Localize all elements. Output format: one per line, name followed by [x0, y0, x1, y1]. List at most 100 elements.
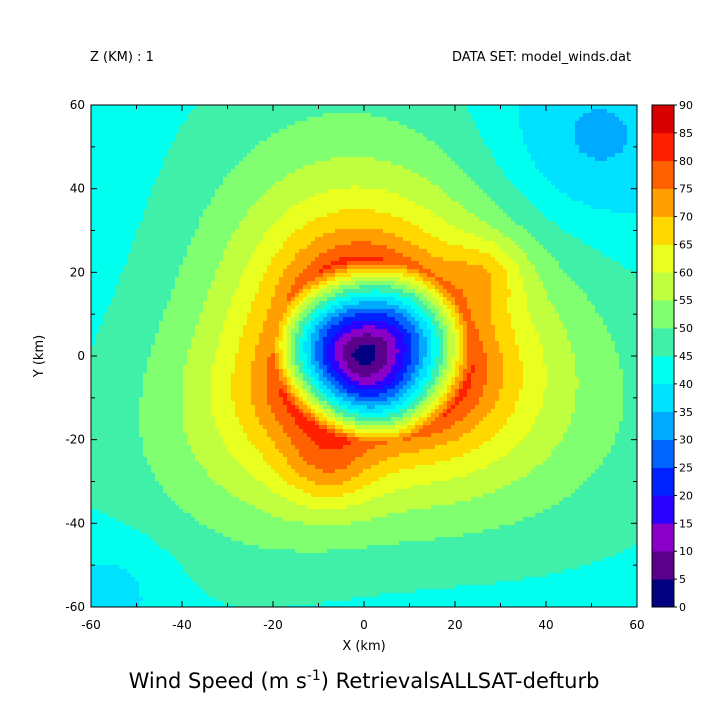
field-cell	[215, 197, 220, 202]
field-cell	[247, 189, 252, 194]
field-cell	[519, 121, 524, 126]
field-cell	[375, 169, 380, 174]
field-cell	[243, 177, 248, 182]
field-cell	[275, 201, 280, 206]
field-cell	[103, 197, 108, 202]
field-cell	[371, 165, 376, 170]
field-cell	[179, 125, 184, 130]
field-cell	[463, 149, 468, 154]
field-cell	[615, 213, 620, 218]
field-cell	[135, 177, 140, 182]
field-cell	[139, 137, 144, 142]
field-cell	[511, 209, 516, 214]
field-cell	[139, 177, 144, 182]
field-cell	[567, 137, 572, 142]
field-cell	[539, 141, 544, 146]
field-cell	[519, 169, 524, 174]
field-cell	[351, 213, 356, 218]
field-cell	[231, 113, 236, 118]
field-cell	[503, 205, 508, 210]
field-cell	[451, 169, 456, 174]
field-cell	[115, 209, 120, 214]
field-cell	[367, 157, 372, 162]
field-cell	[503, 245, 508, 250]
field-cell	[515, 185, 520, 190]
field-cell	[347, 165, 352, 170]
field-cell	[371, 153, 376, 158]
field-cell	[259, 157, 264, 162]
field-cell	[275, 169, 280, 174]
field-cell	[255, 217, 260, 222]
field-cell	[191, 181, 196, 186]
field-cell	[535, 213, 540, 218]
field-cell	[419, 193, 424, 198]
field-cell	[315, 221, 320, 226]
field-cell	[463, 197, 468, 202]
field-cell	[155, 237, 160, 242]
field-cell	[199, 133, 204, 138]
field-cell	[203, 157, 208, 162]
field-cell	[139, 173, 144, 178]
field-cell	[303, 177, 308, 182]
field-cell	[107, 173, 112, 178]
field-cell	[199, 113, 204, 118]
field-cell	[187, 117, 192, 122]
field-cell	[635, 157, 638, 162]
field-cell	[151, 177, 156, 182]
field-cell	[535, 145, 540, 150]
field-cell	[291, 205, 296, 210]
field-cell	[531, 221, 536, 226]
field-cell	[571, 225, 576, 230]
field-cell	[631, 205, 636, 210]
field-cell	[487, 221, 492, 226]
field-cell	[531, 165, 536, 170]
field-cell	[175, 105, 180, 110]
field-cell	[395, 161, 400, 166]
field-cell	[351, 233, 356, 238]
field-cell	[427, 233, 432, 238]
field-cell	[447, 197, 452, 202]
field-cell	[511, 177, 516, 182]
field-cell	[107, 117, 112, 122]
field-cell	[115, 169, 120, 174]
field-cell	[603, 165, 608, 170]
field-cell	[123, 149, 128, 154]
field-cell	[511, 217, 516, 222]
field-cell	[439, 217, 444, 222]
field-cell	[283, 245, 288, 250]
field-cell	[411, 213, 416, 218]
field-cell	[175, 237, 180, 242]
field-cell	[595, 121, 600, 126]
field-cell	[91, 209, 96, 214]
field-cell	[367, 189, 372, 194]
field-cell	[391, 153, 396, 158]
field-cell	[247, 217, 252, 222]
field-cell	[307, 173, 312, 178]
field-cell	[331, 233, 336, 238]
field-cell	[447, 181, 452, 186]
field-cell	[359, 229, 364, 234]
field-cell	[511, 109, 516, 114]
field-cell	[187, 209, 192, 214]
field-cell	[475, 157, 480, 162]
field-cell	[99, 105, 104, 110]
field-cell	[471, 141, 476, 146]
field-cell	[183, 117, 188, 122]
field-cell	[283, 169, 288, 174]
field-cell	[171, 205, 176, 210]
field-cell	[351, 217, 356, 222]
field-cell	[99, 137, 104, 142]
field-cell	[595, 245, 600, 250]
field-cell	[199, 201, 204, 206]
field-cell	[311, 189, 316, 194]
field-cell	[359, 237, 364, 242]
field-cell	[179, 245, 184, 250]
field-cell	[591, 181, 596, 186]
field-cell	[275, 153, 280, 158]
field-cell	[427, 145, 432, 150]
field-cell	[151, 161, 156, 166]
field-cell	[239, 181, 244, 186]
field-cell	[491, 113, 496, 118]
field-cell	[387, 129, 392, 134]
field-cell	[431, 113, 436, 118]
